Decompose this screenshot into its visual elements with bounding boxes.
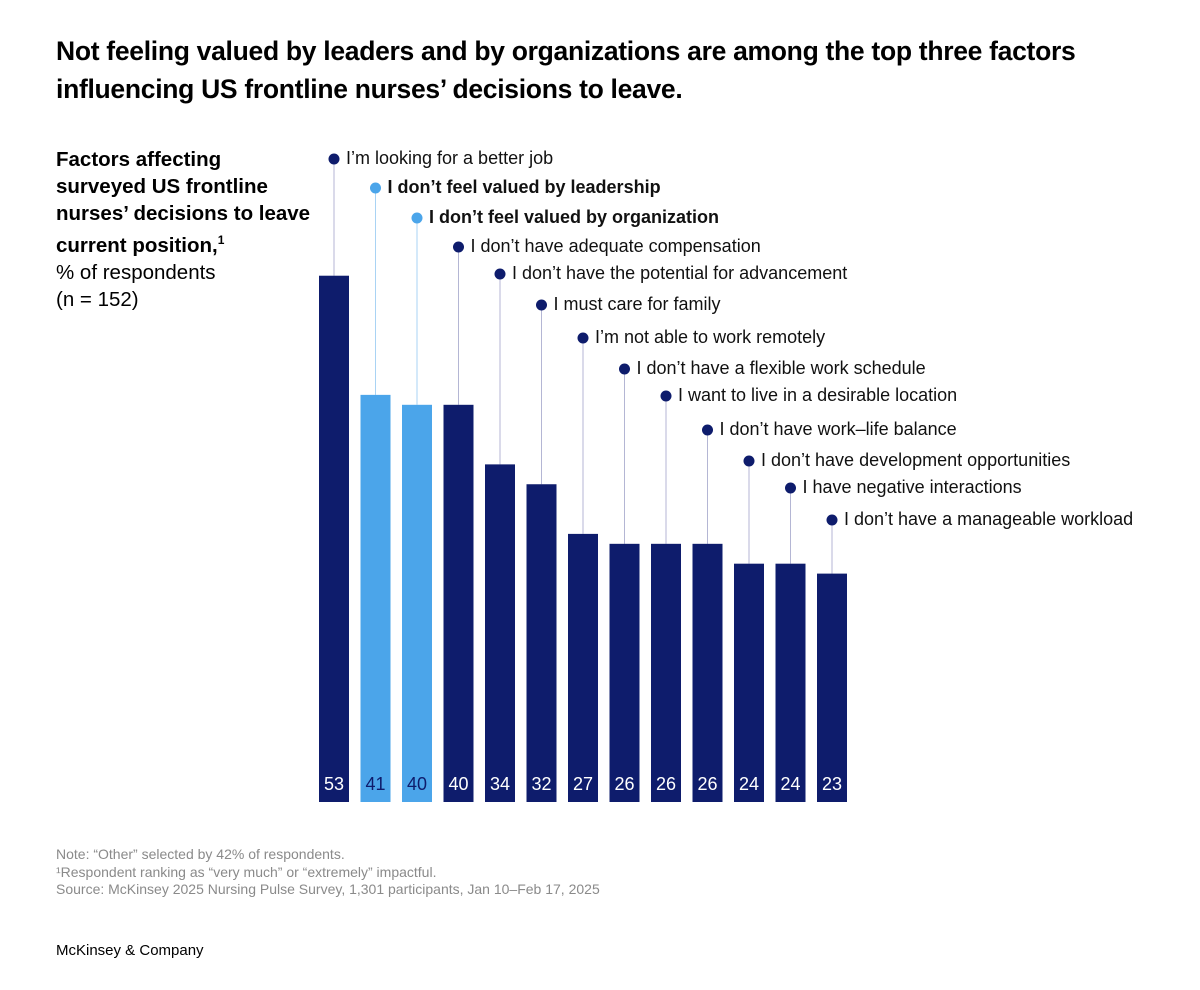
- category-label: I don’t have work–life balance: [720, 419, 957, 439]
- value-label: 40: [448, 774, 468, 794]
- value-label: 26: [697, 774, 717, 794]
- subtitle-text: Factors affecting surveyed US frontline …: [56, 148, 311, 257]
- value-label: 53: [324, 774, 344, 794]
- notes: Note: “Other” selected by 42% of respond…: [56, 846, 600, 899]
- bar: [485, 464, 515, 802]
- category-label: I don’t feel valued by leadership: [388, 177, 661, 197]
- bar: [609, 543, 640, 802]
- note: ¹Respondent ranking as “very much” or “e…: [56, 863, 437, 880]
- note: Note: “Other” selected by 42% of respond…: [56, 846, 345, 862]
- value-label: 24: [739, 774, 759, 794]
- value-label: 27: [573, 774, 593, 794]
- value-label: 41: [365, 774, 385, 794]
- subtitle-block: Factors affecting surveyed US frontline …: [56, 146, 316, 313]
- category-label: I’m not able to work remotely: [595, 327, 825, 347]
- bar: [443, 404, 474, 802]
- label-dot: [494, 268, 506, 280]
- label-dot: [619, 363, 630, 375]
- note: Source: McKinsey 2025 Nursing Pulse Surv…: [56, 881, 600, 897]
- label-dot: [577, 332, 589, 344]
- category-label: I’m looking for a better job: [346, 148, 553, 168]
- bar: [817, 573, 847, 802]
- category-label: I don’t have a flexible work schedule: [637, 358, 926, 378]
- footer: McKinsey & Company: [56, 942, 204, 959]
- label-dot: [328, 153, 340, 165]
- category-label: I want to live in a desirable location: [678, 385, 957, 405]
- bar: [526, 484, 557, 802]
- category-label: I have negative interactions: [803, 477, 1022, 497]
- bar: [692, 543, 723, 802]
- bar: [775, 563, 806, 802]
- sample-size: (n = 152): [56, 287, 139, 311]
- value-label: 34: [490, 774, 510, 794]
- label-dot: [743, 455, 755, 467]
- footnote-mark: 1: [217, 233, 225, 247]
- bar: [402, 404, 432, 802]
- category-label: I don’t have the potential for advanceme…: [512, 263, 847, 283]
- value-label: 32: [531, 774, 551, 794]
- label-dot: [826, 514, 838, 526]
- category-label: I don’t have development opportunities: [761, 450, 1070, 470]
- label-dot: [785, 482, 796, 494]
- label-dot: [370, 182, 381, 194]
- chart-title: Not feeling valued by leaders and by org…: [56, 36, 1076, 104]
- value-label: 26: [614, 774, 634, 794]
- category-label: I don’t have a manageable workload: [844, 509, 1133, 529]
- value-label: 24: [780, 774, 800, 794]
- bar: [319, 275, 349, 803]
- value-label: 23: [822, 774, 842, 794]
- bar: [651, 543, 681, 802]
- value-label: 26: [656, 774, 676, 794]
- category-label: I don’t have adequate compensation: [471, 236, 761, 256]
- category-label: I must care for family: [554, 294, 721, 314]
- value-label: 40: [407, 774, 427, 794]
- bar: [734, 563, 764, 802]
- bar: [360, 394, 391, 802]
- label-dot: [702, 424, 713, 436]
- label-dot: [660, 390, 672, 402]
- label-dot: [453, 241, 464, 253]
- label-dot: [411, 212, 423, 224]
- subtitle: Factors affecting surveyed US frontline …: [56, 148, 310, 257]
- unit: % of respondents: [56, 260, 216, 284]
- category-label: I don’t feel valued by organization: [429, 207, 719, 227]
- label-dot: [536, 299, 547, 311]
- bar: [568, 533, 598, 802]
